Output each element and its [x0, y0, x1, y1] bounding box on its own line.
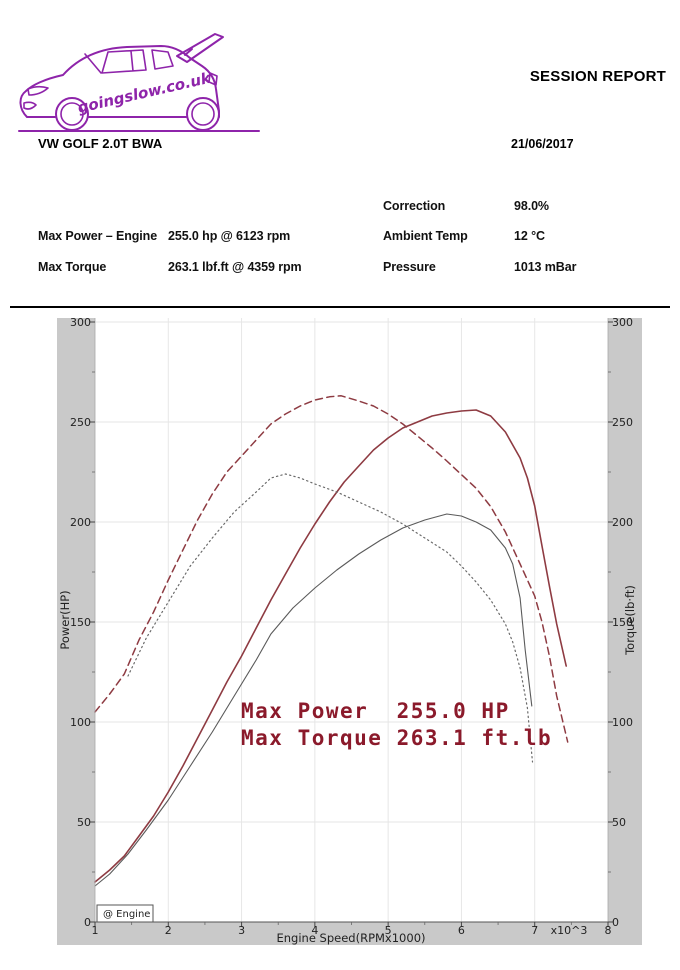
legend-label: @ Engine [103, 909, 150, 920]
svg-text:200: 200 [70, 516, 91, 529]
stat-value-ambient: 12 °C [514, 229, 545, 243]
front-window [101, 49, 147, 74]
taillight-icon [208, 72, 218, 86]
annotation-max-torque: Max Torque 263.1 ft.lb [241, 726, 552, 750]
series-layer [94, 395, 569, 887]
svg-text:250: 250 [70, 416, 91, 429]
svg-text:100: 100 [70, 716, 91, 729]
quarter-window [151, 49, 174, 70]
vehicle-name: VW GOLF 2.0T BWA [38, 136, 163, 151]
stat-value-correction: 98.0% [514, 199, 549, 213]
svg-text:3: 3 [238, 924, 245, 937]
grid-layer [95, 318, 608, 922]
stat-label-ambient: Ambient Temp [383, 229, 468, 243]
car-outline: goingslow.co.uk [18, 33, 260, 132]
svg-text:200: 200 [612, 516, 633, 529]
legend-box [96, 904, 154, 923]
x-axis-exponent-label: x10^3 [551, 924, 588, 937]
foglight-icon [23, 101, 37, 110]
series-torque-current-run [94, 395, 569, 743]
svg-text:7: 7 [531, 924, 538, 937]
svg-text:100: 100 [612, 716, 633, 729]
svg-text:2: 2 [165, 924, 172, 937]
stat-value-max-torque: 263.1 lbf.ft @ 4359 rpm [168, 260, 302, 274]
stat-value-pressure: 1013 mBar [514, 260, 577, 274]
svg-text:300: 300 [612, 318, 633, 329]
series-torque-previous-run [127, 473, 534, 763]
stat-label-max-power: Max Power – Engine [38, 229, 158, 243]
windshield-line [84, 53, 102, 74]
stat-label-pressure: Pressure [383, 260, 436, 274]
stat-label-max-torque: Max Torque [38, 260, 107, 274]
svg-text:1: 1 [92, 924, 99, 937]
svg-text:300: 300 [70, 318, 91, 329]
session-date: 21/06/2017 [511, 137, 574, 151]
svg-text:0: 0 [84, 916, 91, 929]
svg-text:8: 8 [605, 924, 612, 937]
headlight-icon [27, 85, 49, 96]
annotation-max-power: Max Power 255.0 HP [241, 699, 510, 723]
report-title: SESSION REPORT [529, 68, 666, 85]
header-divider [10, 306, 670, 308]
plot-area [95, 318, 608, 922]
svg-text:150: 150 [612, 616, 633, 629]
x-axis-title: Engine Speed(RPMx1000) [276, 931, 425, 945]
dyno-plot: Max Power 255.0 HP Max Torque 263.1 ft.l… [58, 316, 637, 945]
series-power-current-run [94, 409, 568, 883]
svg-text:250: 250 [612, 416, 633, 429]
car-body [19, 45, 220, 118]
rear-wing [176, 33, 224, 63]
stat-label-correction: Correction [383, 199, 446, 213]
dyno-chart: Max Power 255.0 HP Max Torque 263.1 ft.l… [57, 316, 642, 945]
svg-text:4: 4 [311, 924, 318, 937]
series-power-previous-run [94, 513, 533, 887]
left-axis-title: Power(HP) [58, 590, 72, 649]
svg-text:6: 6 [458, 924, 465, 937]
svg-text:50: 50 [612, 816, 626, 829]
svg-text:50: 50 [77, 816, 91, 829]
right-axis-title: Torque(lb·ft) [623, 585, 637, 656]
svg-text:5: 5 [385, 924, 392, 937]
svg-text:0: 0 [612, 916, 619, 929]
car-logo: goingslow.co.uk [18, 33, 260, 132]
stat-value-max-power: 255.0 hp @ 6123 rpm [168, 229, 291, 243]
label-layer: 0 0 50 50 100 100 150 150 200 200 250 250 300 300 1 2 3 4… [70, 316, 633, 937]
tick-layer [90, 321, 613, 927]
svg-text:150: 150 [70, 616, 91, 629]
